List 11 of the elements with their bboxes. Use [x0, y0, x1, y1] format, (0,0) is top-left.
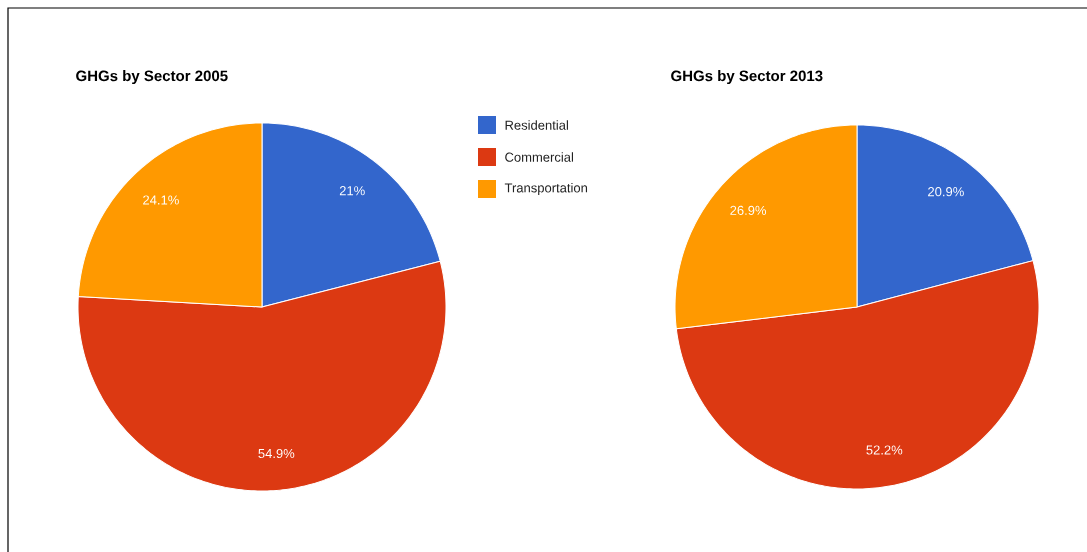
data-label: 24.1%	[143, 195, 179, 205]
data-label: 21%	[339, 186, 365, 196]
chart-title: GHGs by Sector 2005	[76, 70, 228, 85]
legend-label: Commercial	[505, 152, 573, 162]
data-label: 54.9%	[258, 448, 295, 459]
data-label: 52.2%	[866, 445, 903, 455]
chart-title: GHGs by Sector 2013	[671, 70, 823, 85]
data-label: 26.9%	[730, 205, 767, 215]
legend-label: Transportation	[504, 182, 588, 196]
legend-label: Residential	[505, 120, 568, 130]
data-label: 20.9%	[928, 187, 964, 197]
